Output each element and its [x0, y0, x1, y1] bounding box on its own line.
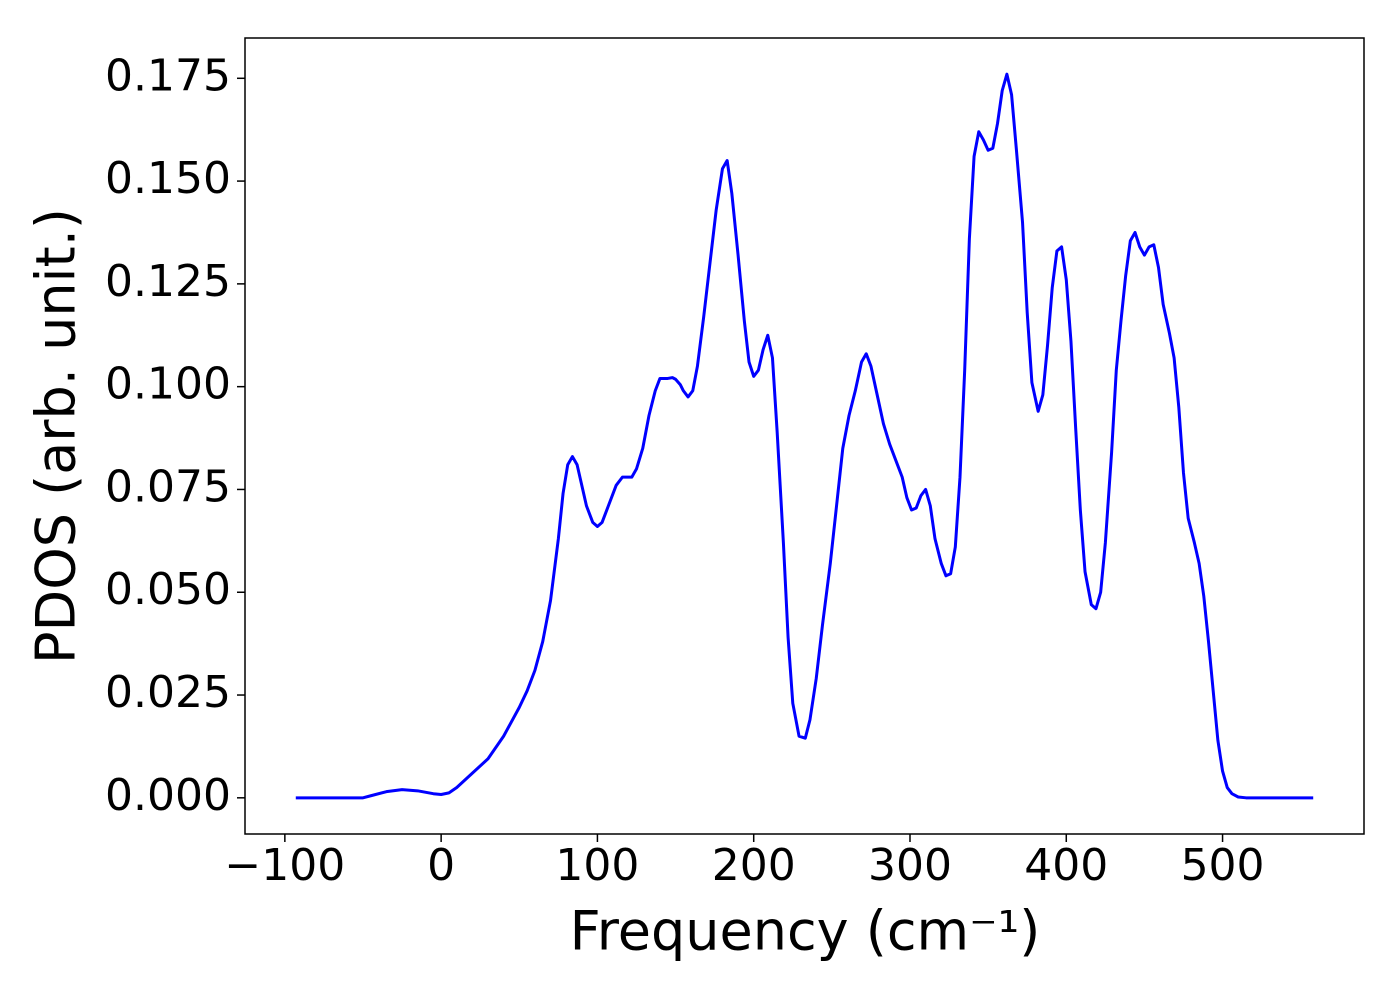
y-tick-label: 0.025: [105, 667, 231, 718]
x-tick-label: 200: [712, 840, 796, 891]
data-line: [295, 72, 1314, 800]
plot-frame: [244, 37, 1365, 835]
x-tick-label: 100: [555, 840, 639, 891]
y-tick-label: 0.050: [105, 564, 231, 615]
y-tick-label: 0.125: [105, 256, 231, 307]
y-tick-label: 0.150: [105, 153, 231, 204]
y-tick-label: 0.175: [105, 50, 231, 101]
x-tick-label: 0: [427, 840, 455, 891]
y-tick-label: 0.075: [105, 461, 231, 512]
x-axis-label: Frequency (cm⁻¹): [570, 900, 1041, 963]
x-tick-label: 500: [1181, 840, 1265, 891]
x-tick-label: 400: [1024, 840, 1108, 891]
x-tick-label: 300: [868, 840, 952, 891]
y-tick-label: 0.000: [105, 770, 231, 821]
y-tick-label: 0.100: [105, 359, 231, 410]
y-axis-label: PDOS (arb. unit.): [25, 208, 88, 664]
x-tick-label: −100: [224, 840, 345, 891]
